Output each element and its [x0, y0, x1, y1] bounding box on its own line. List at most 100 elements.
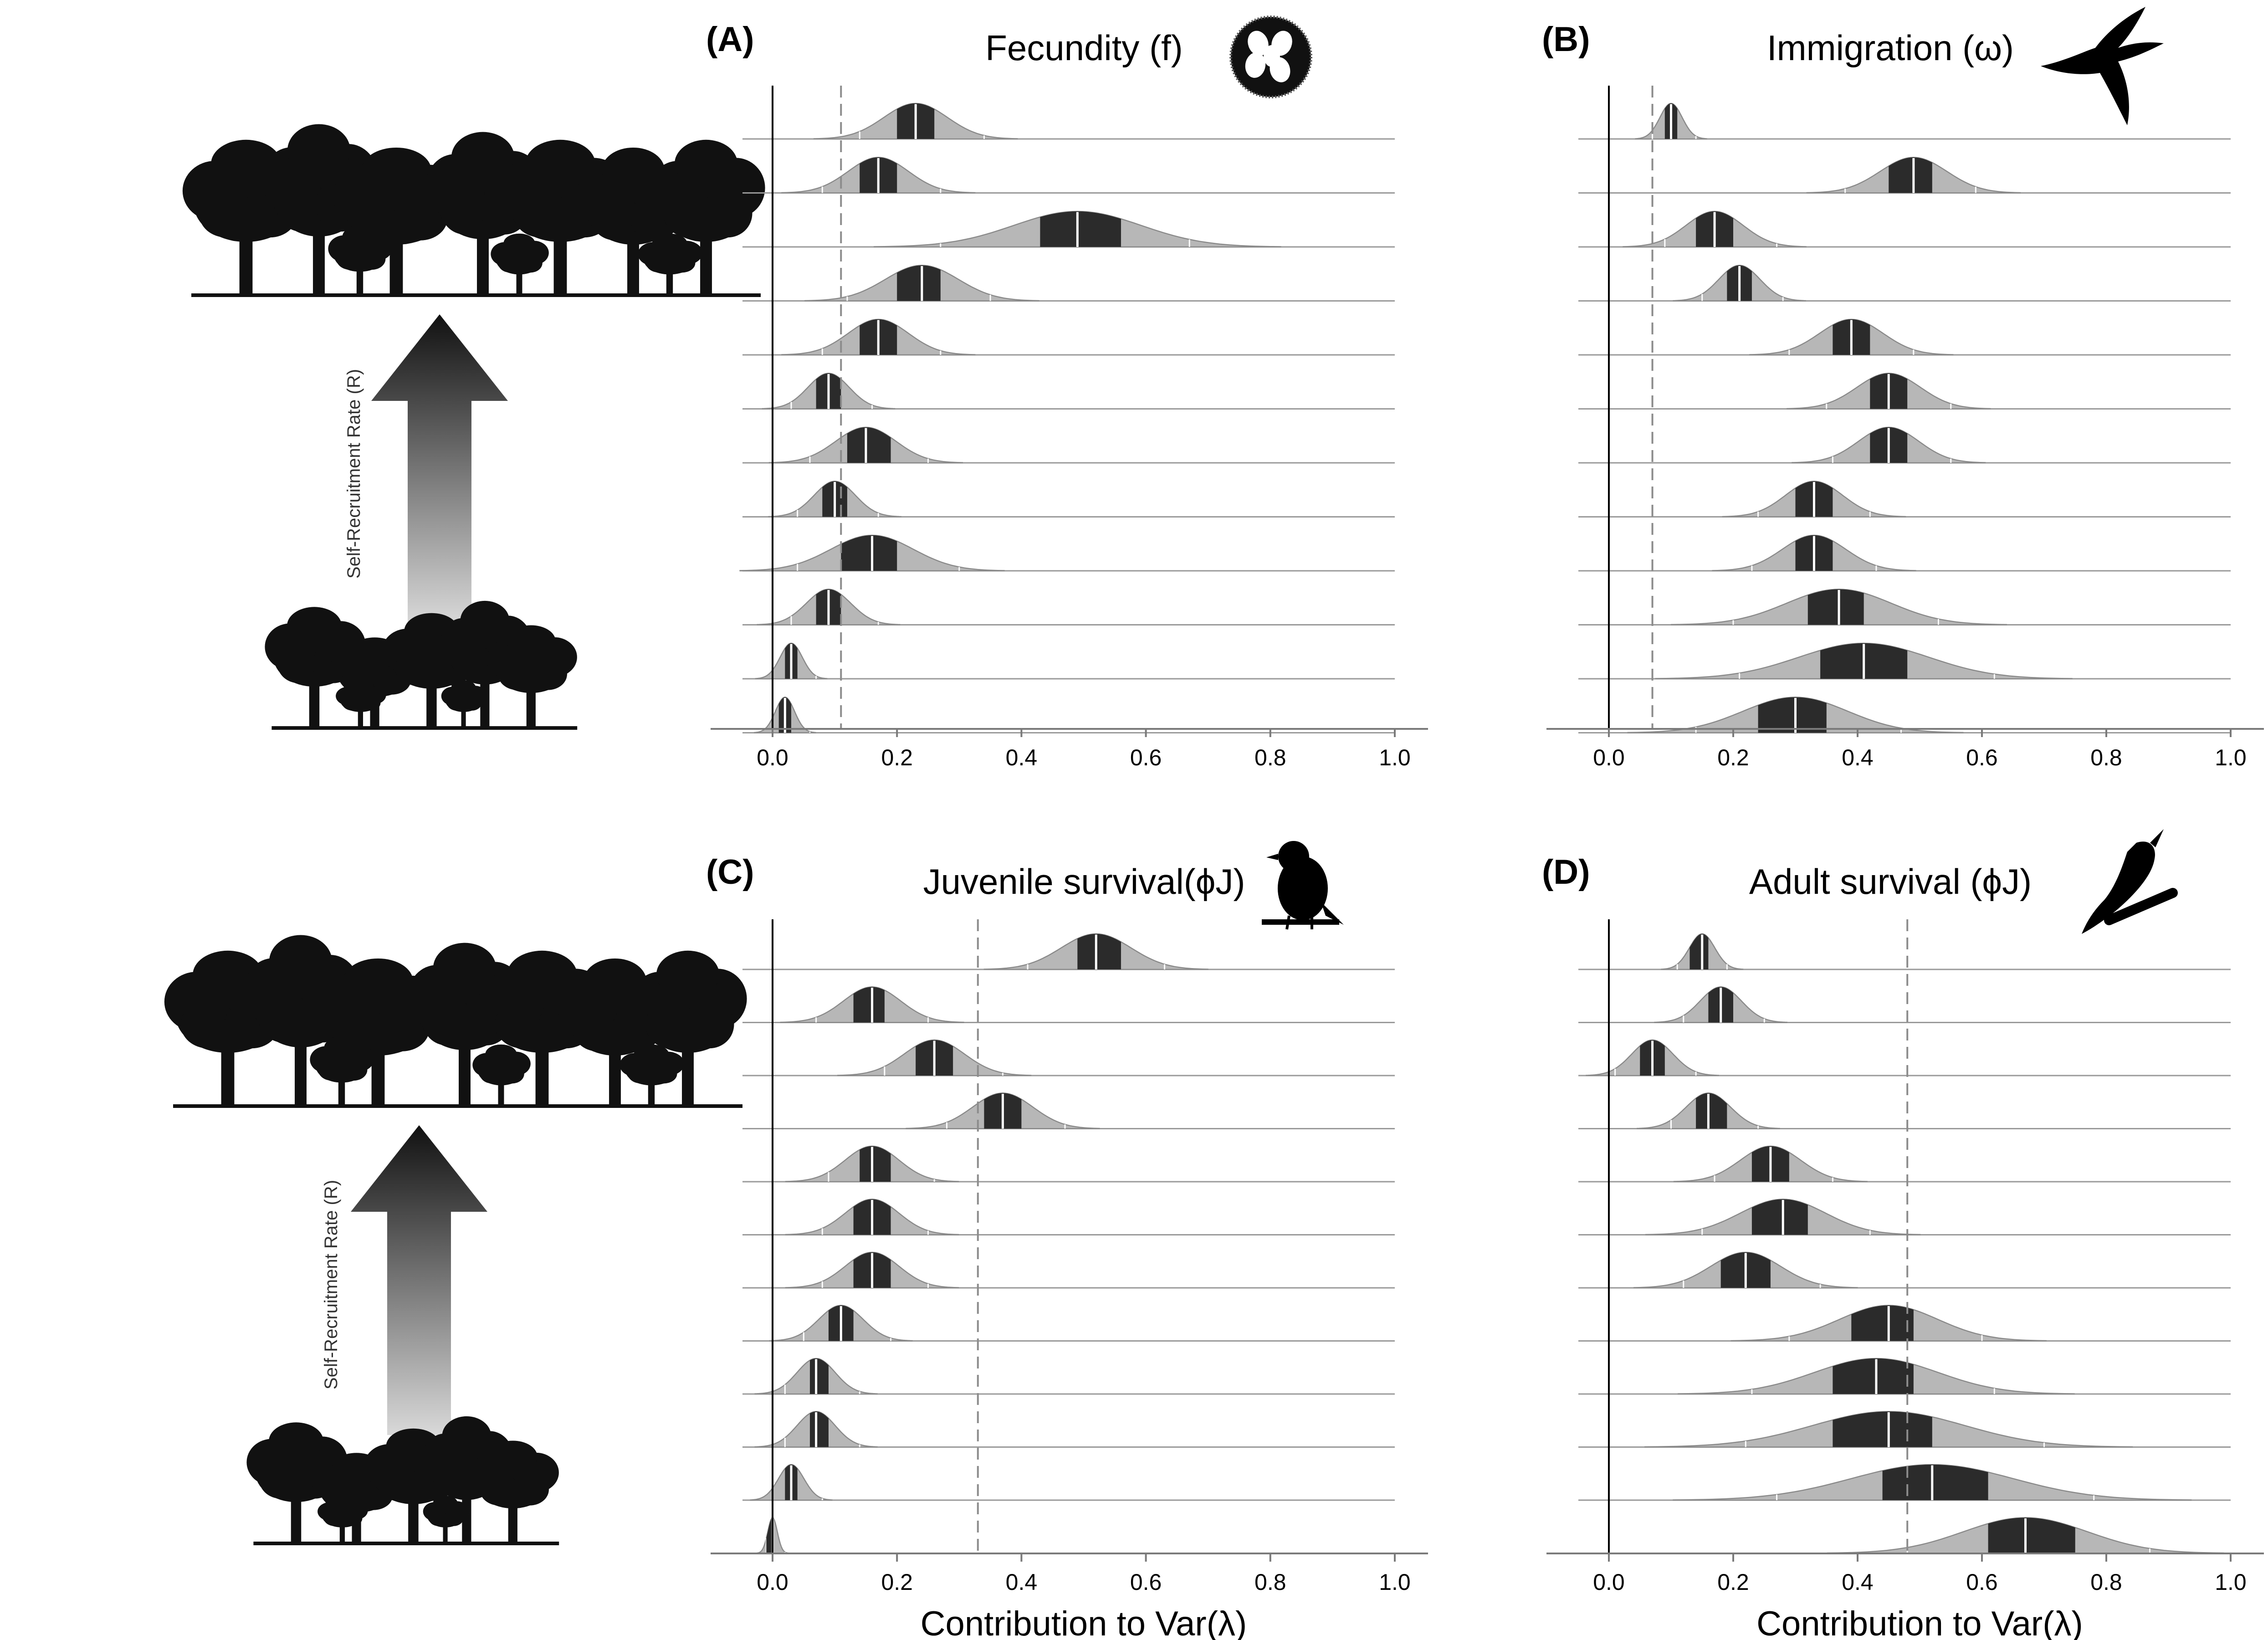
ridge-row: [742, 1251, 1395, 1289]
tree-icon: [472, 1044, 531, 1107]
band-50: [1689, 934, 1709, 969]
ridge-row: [739, 534, 1395, 572]
ridge-row: [1578, 210, 2231, 248]
band-50: [847, 427, 891, 463]
x-tick-label: 0.0: [757, 745, 788, 770]
side-axis-label: Self-Recruitment Rate (R): [321, 1180, 341, 1389]
panel-label: (B): [1542, 20, 1590, 59]
nest-eggs-icon: [1229, 15, 1312, 98]
ridge-row: [742, 1411, 1395, 1448]
panel-title: Adult survival (ϕJ): [1749, 861, 2032, 902]
x-tick-label: 0.6: [1966, 1569, 1998, 1595]
tree-icon: [182, 139, 312, 296]
tree-icon: [314, 958, 444, 1107]
band-50: [853, 987, 885, 1023]
panel-b: (B) Immigration (ω) 0.0 0.2 0.4 0.6 0.8 1.0: [1542, 7, 2264, 770]
x-axis-label: Contribution to Var(λ): [1756, 1604, 2083, 1640]
x-tick-label: 0.8: [1254, 745, 1286, 770]
ridge-row: [1578, 1305, 2231, 1342]
ridge-row: [1578, 102, 2231, 140]
ridge-row: [1578, 373, 2231, 410]
ridge-row: [742, 1358, 1395, 1395]
flying-bird-icon: [2041, 7, 2164, 125]
band-50: [1833, 1411, 1932, 1447]
panel-c: (C) Juvenile survival(ϕJ) 0.0 0.2 0.4 0.6 0.8 1…: [706, 841, 1428, 1640]
x-tick-label: 0.6: [1130, 1569, 1162, 1595]
x-tick-label: 0.2: [1717, 745, 1749, 770]
ridge-row: [1578, 697, 2231, 733]
panel-title: Immigration (ω): [1767, 28, 2014, 68]
x-tick-label: 0.4: [1842, 745, 1874, 770]
x-tick-label: 0.6: [1966, 745, 1998, 770]
band-50: [1889, 157, 1932, 193]
band-50: [1040, 211, 1121, 247]
tree-icon: [478, 950, 608, 1107]
x-tick-label: 0.4: [1006, 745, 1038, 770]
ridge-row: [1578, 534, 2231, 572]
ridge-row: [742, 318, 1395, 356]
ridge-row: [1578, 1358, 2231, 1395]
tree-icon: [649, 139, 765, 296]
tree-icon: [441, 680, 487, 729]
x-tick-label: 0.2: [881, 745, 913, 770]
tree-icon: [336, 680, 386, 729]
ridge-row: [1578, 318, 2231, 356]
ridge-row: [1578, 1464, 2231, 1501]
tree-icon: [328, 226, 393, 296]
panel-title: Juvenile survival(ϕJ): [923, 861, 1245, 902]
tree-icon: [486, 625, 577, 729]
ridge-row: [1578, 157, 2231, 194]
x-tick-label: 0.0: [757, 1569, 788, 1595]
perched-bird-icon: [1262, 841, 1344, 930]
band-50: [1882, 1465, 1988, 1500]
x-tick-label: 0.4: [1006, 1569, 1038, 1595]
forest-icon: [164, 935, 747, 1108]
tree-icon: [630, 950, 747, 1107]
x-tick-label: 0.2: [1717, 1569, 1749, 1595]
ridge-row: [742, 933, 1395, 970]
band-50: [897, 265, 941, 301]
x-tick-label: 1.0: [1379, 745, 1411, 770]
x-tick-label: 0.8: [1254, 1569, 1286, 1595]
tree-icon: [619, 1044, 684, 1107]
side-illustration-bottom: Self-Recruitment Rate (R): [164, 935, 747, 1545]
band-50: [1807, 589, 1864, 625]
x-axis-label: Contribution to Var(λ): [921, 1604, 1247, 1640]
x-tick-label: 0.8: [2090, 1569, 2122, 1595]
ridge-row: [742, 697, 1395, 733]
tree-icon: [423, 1495, 469, 1544]
panel-label: (C): [706, 853, 754, 892]
tree-icon: [317, 1495, 368, 1544]
panel-a: (A) Fecundity (f) 0.0 0.2 0.4 0.6 0.8 1.0: [706, 15, 1428, 770]
tree-icon: [638, 233, 702, 296]
ridge-row: [1578, 1411, 2231, 1448]
band-50: [1751, 1199, 1808, 1235]
ridge-row: [1578, 1251, 2231, 1289]
forest-icon: [265, 600, 578, 730]
ridge-row: [1578, 426, 2231, 464]
ridge-row: [1578, 1199, 2231, 1235]
x-tick-label: 0.0: [1593, 1569, 1625, 1595]
ridge-row: [742, 1039, 1395, 1076]
x-tick-label: 1.0: [2215, 745, 2247, 770]
ridge-row: [1578, 933, 2231, 970]
band-50: [1988, 1517, 2075, 1553]
tree-icon: [310, 1036, 374, 1107]
band-50: [1077, 934, 1121, 969]
ridge-row: [1578, 265, 2231, 302]
ridge-row: [1578, 1092, 2231, 1129]
ridge-row: [742, 1517, 1395, 1554]
x-tick-label: 0.4: [1842, 1569, 1874, 1595]
ridge-row: [1578, 481, 2231, 518]
x-tick-label: 1.0: [1379, 1569, 1411, 1595]
forest-icon: [246, 1416, 559, 1545]
tree-icon: [491, 233, 549, 296]
x-tick-label: 0.2: [881, 1569, 913, 1595]
ridge-row: [742, 1199, 1395, 1235]
ridge-row: [742, 157, 1395, 194]
side-illustration-top: Self-Recruitment Rate (R): [182, 124, 765, 730]
ridge-row: [1578, 642, 2231, 680]
x-tick-label: 0.0: [1593, 745, 1625, 770]
ridge-row: [742, 265, 1395, 302]
